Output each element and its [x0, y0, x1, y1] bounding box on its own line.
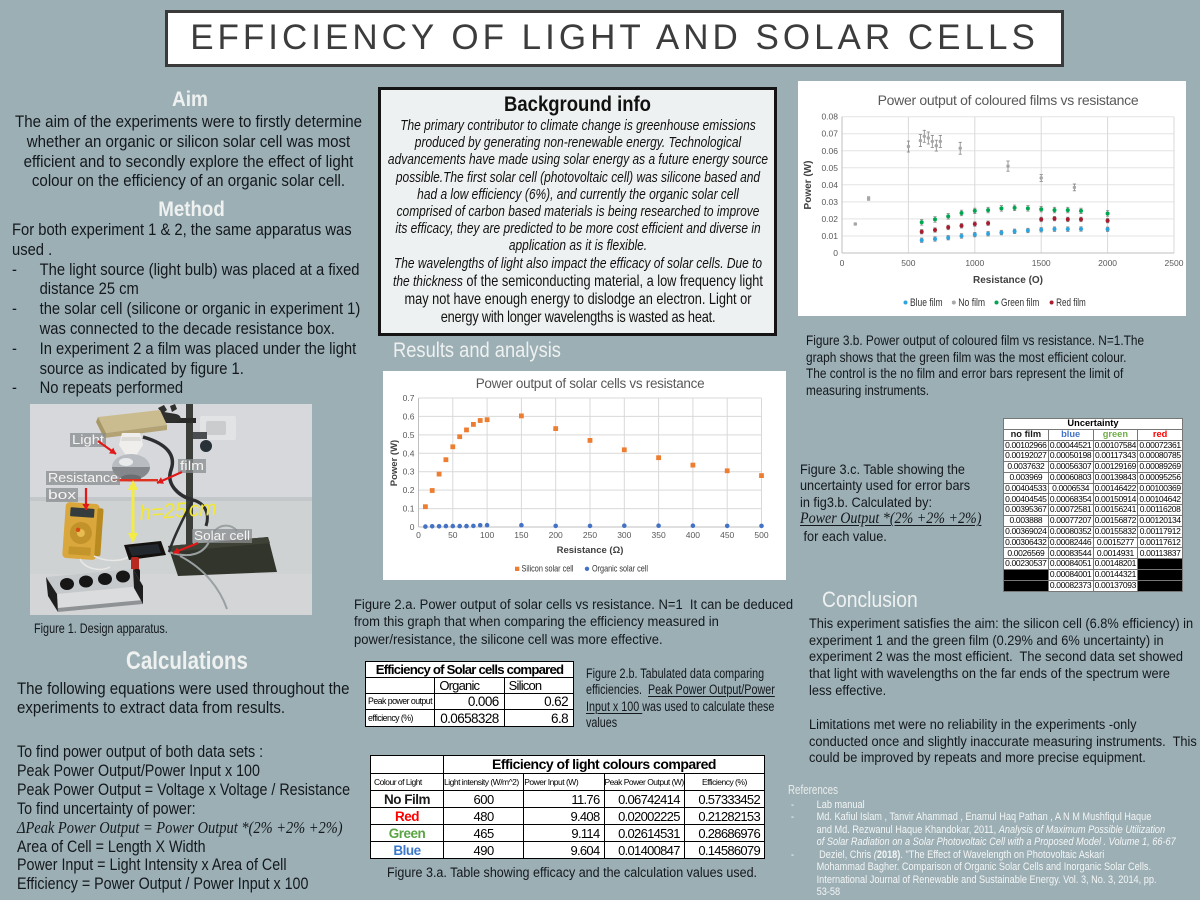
- svg-text:0.08: 0.08: [821, 112, 838, 122]
- svg-text:No film: No film: [958, 297, 985, 309]
- svg-text:0.03: 0.03: [821, 197, 838, 207]
- svg-text:0.4: 0.4: [403, 448, 415, 458]
- svg-text:Power (W): Power (W): [803, 161, 814, 210]
- svg-text:box: box: [48, 488, 77, 502]
- svg-text:0.05: 0.05: [821, 163, 838, 173]
- svg-text:Solar cell: Solar cell: [194, 529, 250, 543]
- svg-text:Organic solar cell: Organic solar cell: [592, 564, 648, 575]
- svg-text:300: 300: [617, 530, 631, 540]
- svg-text:0: 0: [833, 248, 838, 258]
- svg-text:2000: 2000: [1098, 258, 1117, 268]
- svg-text:0.2: 0.2: [403, 485, 415, 495]
- svg-text:0.3: 0.3: [403, 467, 415, 477]
- svg-text:Green film: Green film: [1001, 297, 1039, 309]
- svg-text:350: 350: [652, 530, 666, 540]
- svg-text:Power output of solar cells vs: Power output of solar cells vs resistanc…: [476, 376, 705, 391]
- svg-text:Power output of coloured films: Power output of coloured films vs resist…: [878, 92, 1139, 108]
- svg-text:1500: 1500: [1032, 258, 1051, 268]
- svg-text:0: 0: [410, 522, 415, 532]
- svg-text:0.02: 0.02: [821, 214, 838, 224]
- svg-text:1000: 1000: [965, 258, 984, 268]
- svg-text:film: film: [180, 459, 204, 473]
- svg-text:500: 500: [754, 530, 768, 540]
- svg-text:250: 250: [583, 530, 597, 540]
- svg-text:Blue film: Blue film: [910, 297, 943, 309]
- svg-text:0.04: 0.04: [821, 180, 838, 190]
- svg-text:Resistance: Resistance: [48, 471, 118, 485]
- svg-text:400: 400: [686, 530, 700, 540]
- svg-text:Resistance (O): Resistance (O): [973, 275, 1043, 286]
- svg-text:Light: Light: [72, 433, 105, 447]
- svg-text:0.06: 0.06: [821, 146, 838, 156]
- svg-text:200: 200: [549, 530, 563, 540]
- svg-text:0: 0: [416, 530, 421, 540]
- svg-text:0.7: 0.7: [403, 393, 415, 403]
- svg-text:Silicon solar cell: Silicon solar cell: [522, 564, 574, 575]
- svg-text:Resistance (Ω): Resistance (Ω): [557, 545, 624, 556]
- svg-text:0.6: 0.6: [403, 411, 415, 421]
- svg-text:0.5: 0.5: [403, 430, 415, 440]
- svg-text:0: 0: [840, 258, 845, 268]
- svg-text:150: 150: [514, 530, 528, 540]
- svg-text:0.1: 0.1: [403, 504, 415, 514]
- svg-text:Red film: Red film: [1056, 297, 1086, 309]
- svg-text:2500: 2500: [1165, 258, 1184, 268]
- svg-text:Power (W): Power (W): [389, 440, 400, 486]
- svg-text:500: 500: [901, 258, 915, 268]
- svg-text:450: 450: [720, 530, 734, 540]
- svg-text:0.07: 0.07: [821, 129, 838, 139]
- svg-text:h=25cm: h=25cm: [139, 497, 218, 525]
- svg-text:50: 50: [448, 530, 458, 540]
- svg-text:100: 100: [480, 530, 494, 540]
- svg-text:0.01: 0.01: [821, 231, 838, 241]
